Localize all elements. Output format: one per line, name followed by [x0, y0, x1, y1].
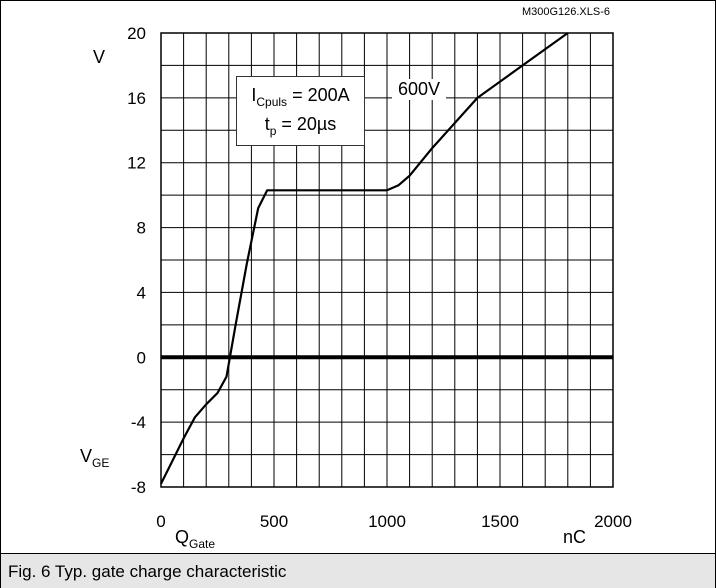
- x-axis-unit: nC: [563, 527, 587, 547]
- x-tick-label: 1000: [368, 512, 406, 531]
- series-label-600v: 600V: [392, 79, 447, 100]
- caption-bar: Fig. 6 Typ. gate charge characteristic: [1, 553, 715, 588]
- y-axis-unit: V: [93, 47, 106, 67]
- grid: [160, 32, 614, 488]
- file-reference: M300G126.XLS-6: [521, 6, 610, 18]
- pulse-current-label: ICpuls = 200A: [251, 85, 350, 109]
- y-axis-label: VGE: [80, 446, 110, 470]
- x-axis-label: QGate: [175, 527, 216, 551]
- y-tick-label: -8: [131, 478, 146, 497]
- y-tick-label: 4: [137, 283, 146, 302]
- plot-border: [160, 32, 614, 488]
- x-tick-label: 2000: [594, 512, 632, 531]
- conditions-box: ICpuls = 200A tp = 20µs: [236, 76, 365, 146]
- x-tick-label: 1500: [481, 512, 519, 531]
- x-tick-labels: 0 500 1000 1500 2000: [156, 512, 632, 531]
- y-tick-label: 12: [127, 154, 146, 173]
- y-tick-label: 0: [137, 348, 146, 367]
- figure-caption: Fig. 6 Typ. gate charge characteristic: [8, 562, 287, 581]
- series-layer: [160, 32, 569, 485]
- y-tick-label: -4: [131, 413, 146, 432]
- series-line-600v: [160, 32, 569, 485]
- pulse-time-label: tp = 20µs: [264, 114, 337, 138]
- x-tick-label: 500: [260, 512, 288, 531]
- y-tick-label: 8: [137, 219, 146, 238]
- y-tick-label: 16: [127, 89, 146, 108]
- y-tick-label: 20: [127, 24, 146, 43]
- x-tick-label: 0: [156, 512, 165, 531]
- y-tick-labels: 20 16 12 8 4 0 -4 -8: [127, 24, 146, 497]
